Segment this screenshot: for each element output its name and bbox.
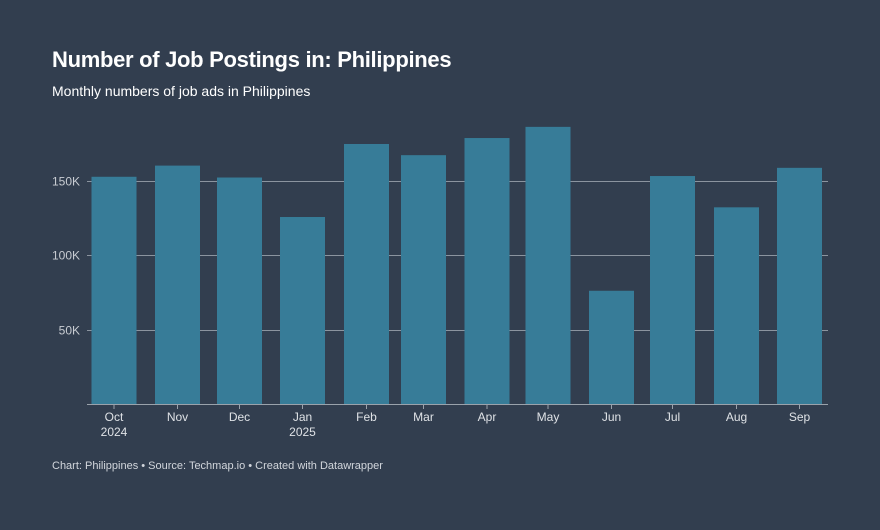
bar — [777, 167, 822, 404]
gridlines: 50K 100K 150K — [52, 175, 828, 338]
x-tick-label: Apr — [478, 410, 497, 424]
x-tick-label: Nov — [167, 410, 188, 424]
bars — [91, 126, 822, 405]
y-tick-label: 100K — [52, 249, 80, 263]
y-tick-label: 50K — [59, 324, 80, 338]
x-tick-label: Sep — [789, 410, 811, 424]
x-tick-label: Jun — [602, 410, 621, 424]
bar — [344, 143, 389, 404]
chart-title: Number of Job Postings in: Philippines — [52, 47, 452, 72]
bar — [714, 207, 759, 404]
bar — [401, 155, 446, 404]
bar — [280, 217, 325, 404]
bar — [155, 165, 200, 404]
x-tick-label: Jul — [665, 410, 680, 424]
chart-footer: Chart: Philippines • Source: Techmap.io … — [52, 460, 383, 472]
bar — [589, 290, 634, 404]
x-tick-label: Aug — [726, 410, 747, 424]
y-tick-label: 150K — [52, 175, 80, 189]
x-tick-label: Jan 2025 — [289, 410, 316, 439]
bar — [217, 177, 262, 404]
bar — [650, 176, 695, 404]
x-tick-label: Oct 2024 — [101, 410, 128, 439]
x-tick-label: May — [537, 410, 560, 424]
x-tick-label: Mar — [413, 410, 434, 424]
x-tick-label: Dec — [229, 410, 250, 424]
bar — [464, 138, 510, 404]
x-tick-label: Feb — [356, 410, 377, 424]
axes: Oct 2024 Nov Dec Jan 2025 Feb Mar Apr May Jun Jul Au… — [87, 404, 828, 439]
bar — [91, 176, 137, 404]
bar — [525, 126, 571, 405]
chart-subtitle: Monthly numbers of job ads in Philippine… — [52, 83, 311, 99]
